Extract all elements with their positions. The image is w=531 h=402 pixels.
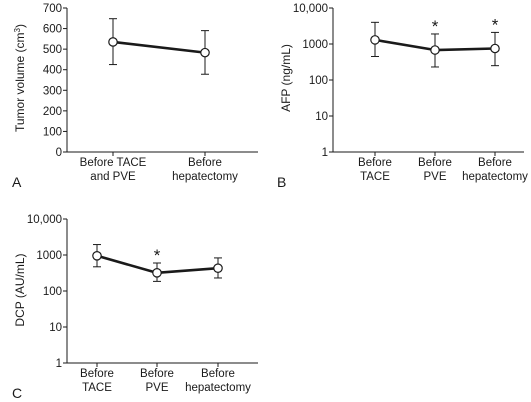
significance-marker: * — [154, 246, 161, 265]
y-tick-label: 0 — [56, 147, 62, 159]
y-tick-label: 100 — [43, 286, 62, 298]
y-tick-label: 100 — [309, 75, 328, 87]
x-tick-label: PVE — [423, 171, 446, 183]
x-tick-label: and PVE — [90, 171, 136, 183]
y-tick-label: 10 — [49, 322, 62, 334]
x-tick-label: Before — [201, 368, 235, 380]
x-tick-label: Before — [358, 157, 392, 169]
y-tick-label: 10,000 — [293, 3, 328, 15]
y-tick-label: 1 — [56, 358, 62, 370]
panel-label-b: B — [277, 174, 286, 190]
y-tick-label: 700 — [43, 3, 62, 15]
y-tick-label: 1000 — [36, 250, 62, 262]
panel-label-a: A — [12, 174, 22, 190]
data-point — [213, 263, 223, 273]
y-tick-label: 10,000 — [27, 214, 62, 226]
x-tick-label: hepatectomy — [462, 171, 528, 183]
x-tick-label: TACE — [360, 171, 390, 183]
x-tick-label: Before — [418, 157, 452, 169]
series-line — [112, 40, 206, 54]
chart-panel-c: DCP (AU/mL) C 1 10 100 1000 10,000 Before TACE… — [12, 214, 258, 401]
data-point — [430, 45, 440, 55]
x-tick-label: TACE — [82, 382, 112, 394]
data-point — [108, 37, 118, 47]
x-tick-label: Before — [80, 368, 114, 380]
y-tick-label: 400 — [43, 65, 62, 77]
chart-panel-b: AFP (ng/mL) B 1 10 100 1000 10,000 Before TACE… — [277, 3, 528, 190]
x-tick-label: Before TACE — [80, 157, 147, 169]
x-tick-label: Before — [188, 157, 222, 169]
data-point — [370, 35, 380, 45]
y-tick-label: 200 — [43, 106, 62, 118]
data-point — [490, 43, 500, 54]
significance-marker: * — [432, 17, 439, 36]
chart-panel-a: Tumor volume (cm3) A 0 100 200 300 400 500 600… — [12, 3, 258, 190]
panel-label-c: C — [12, 385, 22, 401]
x-tick-label: hepatectomy — [185, 382, 251, 394]
significance-marker: * — [492, 15, 499, 34]
x-tick-label: Before — [140, 368, 174, 380]
x-tick-label: PVE — [145, 382, 168, 394]
y-tick-label: 1000 — [302, 39, 328, 51]
y-axis-label-c: DCP (AU/mL) — [13, 253, 27, 326]
y-tick-label: 10 — [315, 111, 328, 123]
data-point — [92, 251, 102, 261]
x-tick-label: hepatectomy — [172, 171, 238, 183]
y-axis-label-b: AFP (ng/mL) — [279, 44, 293, 112]
y-tick-label: 100 — [43, 126, 62, 138]
y-tick-label: 500 — [43, 44, 62, 56]
y-tick-label: 300 — [43, 85, 62, 97]
data-point — [152, 268, 162, 278]
y-tick-label: 1 — [322, 147, 328, 159]
y-tick-label: 600 — [43, 24, 62, 36]
x-tick-label: Before — [478, 157, 512, 169]
y-axis-label-a: Tumor volume (cm3) — [13, 24, 27, 132]
data-point — [200, 47, 210, 58]
